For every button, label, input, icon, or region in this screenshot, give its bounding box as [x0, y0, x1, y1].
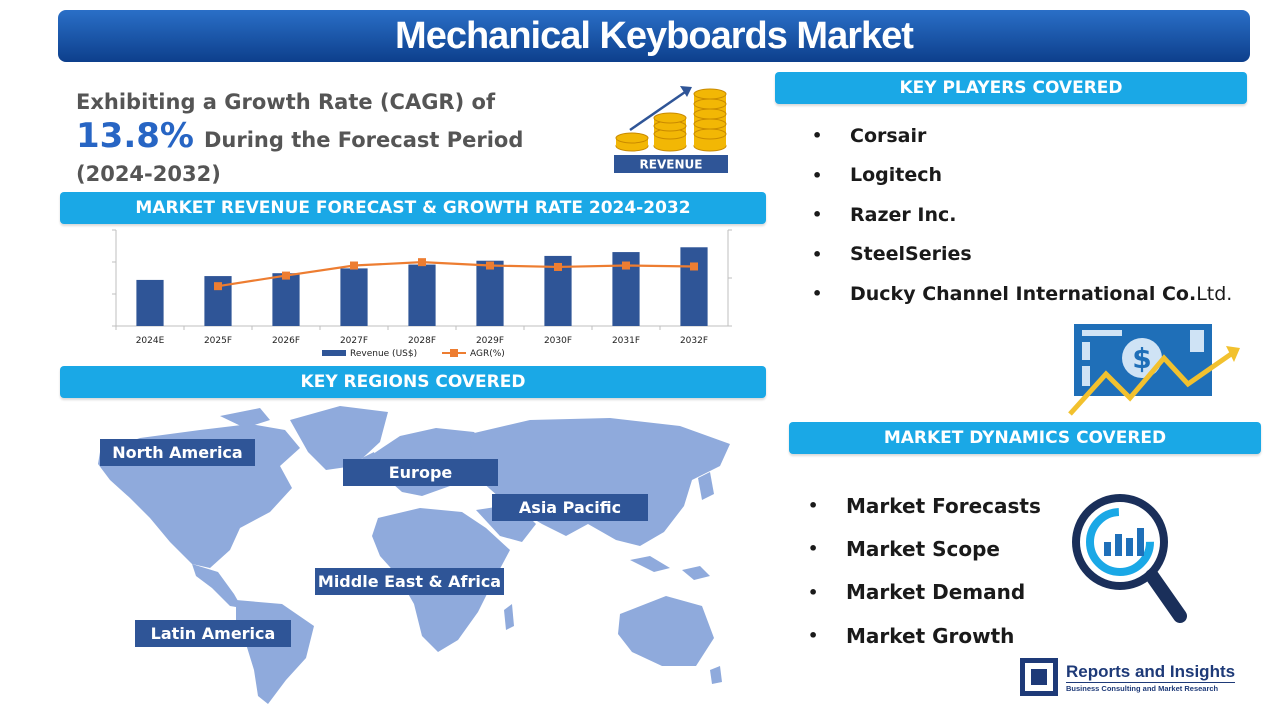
agr-point [214, 282, 222, 291]
logo-mark-icon [1020, 658, 1058, 696]
bullet: • [812, 244, 823, 264]
list-item: • Market Demand [808, 571, 1041, 614]
revenue-chart: 2024E 2025F 2026F 2027F 2028F 2029F 2030F 2031F… [112, 229, 732, 359]
region-label-north-america: North America [100, 439, 255, 466]
legend-label-agr: AGR(%) [470, 349, 505, 359]
player-name: SteelSeries [850, 243, 972, 266]
x-tick-label: 2031F [612, 336, 640, 346]
agr-line [217, 261, 695, 288]
cagr-rate: 13.8% [76, 116, 194, 156]
agr-point [486, 261, 494, 270]
bar [408, 264, 436, 326]
bullet: • [808, 626, 819, 646]
x-tick-label: 2027F [340, 336, 368, 346]
cagr-line1: Exhibiting a Growth Rate (CAGR) of [76, 90, 496, 114]
list-item: • Logitech [812, 156, 1232, 196]
x-tick-label: 2025F [204, 336, 232, 346]
dynamics-item: Market Forecasts [846, 493, 1041, 518]
revenue-icon-label: REVENUE [640, 158, 703, 172]
title-bar: Mechanical Keyboards Market [58, 10, 1250, 62]
cagr-block: Exhibiting a Growth Rate (CAGR) of 13.8%… [76, 88, 556, 188]
list-item: • Market Scope [808, 527, 1041, 570]
player-name: Logitech [850, 164, 943, 187]
forecast-section-header: MARKET REVENUE FORECAST & GROWTH RATE 20… [60, 192, 766, 224]
region-label-asia-pacific: Asia Pacific [492, 494, 648, 521]
region-label-middle-east-africa: Middle East & Africa [315, 568, 504, 595]
revenue-coins-icon: REVENUE [614, 86, 728, 173]
players-list: • Corsair • Logitech • Razer Inc. • SteelSer… [812, 116, 1232, 314]
cagr-period-text: During the Forecast Period [203, 128, 524, 152]
legend-swatch-revenue [322, 350, 346, 356]
x-tick-label: 2024E [136, 336, 165, 346]
player-name: Ducky Channel International Co. [850, 282, 1197, 305]
dynamics-section-header: MARKET DYNAMICS COVERED [789, 422, 1261, 454]
money-growth-icon: $ [1068, 324, 1240, 416]
bar [340, 268, 368, 326]
bullet: • [812, 205, 823, 225]
dynamics-list: • Market Forecasts • Market Scope • Market … [808, 484, 1041, 657]
agr-point [350, 261, 358, 270]
legend-marker-agr [450, 349, 458, 357]
cagr-line2: 13.8% During the Forecast Period [76, 116, 556, 160]
list-item: • SteelSeries [812, 235, 1232, 275]
bar [272, 273, 300, 326]
list-item: • Market Forecasts [808, 484, 1041, 527]
bar [476, 260, 504, 326]
cagr-period: (2024-2032) [76, 162, 221, 186]
x-tick-label: 2029F [476, 336, 504, 346]
bullet: • [808, 496, 819, 516]
bar [680, 247, 708, 326]
page-title: Mechanical Keyboards Market [395, 14, 914, 57]
logo-tagline: Business Consulting and Market Research [1066, 681, 1236, 693]
players-section-header: KEY PLAYERS COVERED [775, 72, 1247, 104]
agr-point [622, 261, 630, 270]
agr-point [418, 258, 426, 267]
dynamics-item: Market Growth [846, 623, 1015, 648]
list-item: • Razer Inc. [812, 195, 1232, 235]
agr-point [282, 271, 290, 280]
logo-text: Reports and Insights Business Consulting… [1066, 661, 1236, 693]
player-name: Razer Inc. [850, 203, 957, 226]
bar [136, 279, 164, 326]
x-tick-label: 2028F [408, 336, 436, 346]
bullet: • [808, 539, 819, 559]
bullet: • [812, 126, 823, 146]
agr-point [554, 262, 562, 271]
list-item: • Corsair [812, 116, 1232, 156]
logo-name: Reports and Insights [1066, 661, 1236, 681]
agr-point [690, 262, 698, 271]
legend-label-revenue: Revenue (US$) [350, 349, 417, 359]
reports-insights-logo: Reports and Insights Business Consulting… [1020, 656, 1242, 698]
svg-text:$: $ [1132, 342, 1151, 375]
x-tick-label: 2026F [272, 336, 300, 346]
bullet: • [812, 165, 823, 185]
x-tick-label: 2032F [680, 336, 708, 346]
region-label-europe: Europe [343, 459, 498, 486]
magnifier-chart-icon [1072, 494, 1187, 623]
bullet: • [808, 582, 819, 602]
x-tick-label: 2030F [544, 336, 572, 346]
regions-section-header: KEY REGIONS COVERED [60, 366, 766, 398]
list-item: • Market Growth [808, 614, 1041, 657]
dynamics-item: Market Demand [846, 580, 1026, 605]
dynamics-item: Market Scope [846, 536, 1000, 561]
player-name-suffix: Ltd. [1196, 282, 1233, 305]
bullet: • [812, 284, 823, 304]
player-name: Corsair [850, 124, 927, 147]
list-item: • Ducky Channel International Co. Ltd. [812, 274, 1232, 314]
region-label-latin-america: Latin America [135, 620, 291, 647]
